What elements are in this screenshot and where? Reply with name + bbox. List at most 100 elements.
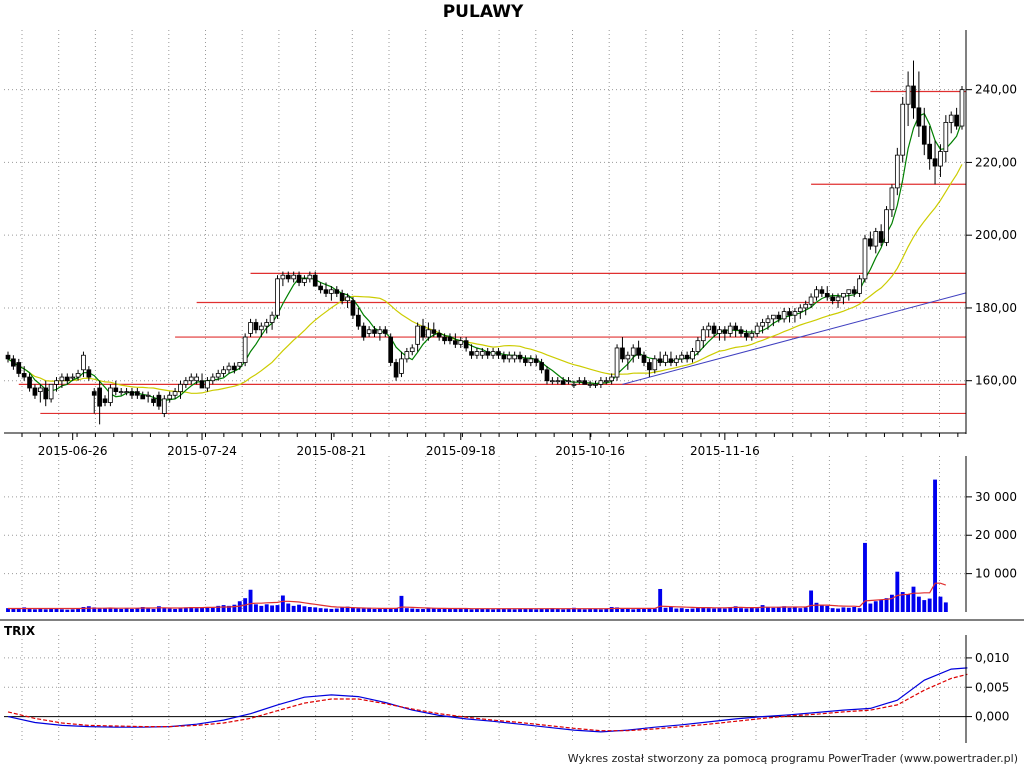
candle-body <box>603 380 609 383</box>
trix-signal-line <box>7 673 968 732</box>
candle-body <box>156 394 162 407</box>
candle-body <box>118 391 124 394</box>
candle-body <box>824 292 830 298</box>
volume-bar <box>701 607 706 612</box>
candle-body <box>501 354 507 360</box>
candle-body <box>302 278 307 283</box>
candle-body <box>765 318 771 323</box>
candle-body <box>587 383 593 386</box>
price-y-tick-label: 240,00 <box>975 83 1017 97</box>
volume-bar <box>582 609 587 612</box>
volume-bar <box>588 608 593 612</box>
candle-body <box>873 231 879 247</box>
candle-body <box>86 369 92 378</box>
volume-bar <box>631 609 636 612</box>
candle-body <box>388 336 394 363</box>
volume-bar <box>884 598 889 612</box>
candle-body <box>431 329 437 334</box>
candle-body <box>684 354 690 360</box>
candle-body <box>269 314 275 323</box>
volume-bar <box>372 608 377 612</box>
volume-bar <box>324 608 328 612</box>
volume-bar <box>313 607 318 612</box>
volume-bar <box>275 605 280 612</box>
candle-body <box>242 336 248 363</box>
candle-body <box>205 380 210 389</box>
candle-body <box>814 289 819 298</box>
volume-bar <box>690 608 695 612</box>
volume-bar <box>264 604 269 612</box>
price-y-tick-label: 160,00 <box>975 374 1017 388</box>
volume-bar <box>771 607 776 612</box>
volume-bar <box>717 607 722 612</box>
candle-body <box>733 325 738 331</box>
volume-bar <box>555 608 560 612</box>
candle-body <box>943 122 949 152</box>
chart-title: PULAWY <box>442 2 524 22</box>
volume-bar <box>280 595 285 612</box>
candle-body <box>64 376 70 382</box>
volume-bar <box>178 607 183 612</box>
trix-line <box>7 667 968 733</box>
volume-bar <box>16 608 21 612</box>
volume-bar <box>156 606 161 612</box>
candle-body <box>550 380 555 383</box>
candle-body <box>350 300 356 316</box>
volume-bar <box>642 608 646 612</box>
volume-bar <box>227 605 231 612</box>
candle-body <box>248 322 253 334</box>
volume-bar <box>200 607 204 612</box>
candle-body <box>415 325 420 345</box>
candle-body <box>237 362 243 367</box>
volume-bar <box>625 608 630 612</box>
volume-bar <box>27 608 32 612</box>
candle-body <box>921 125 927 145</box>
volume-bar <box>836 608 840 612</box>
candle-body <box>695 340 701 352</box>
candle-body <box>582 380 588 385</box>
volume-bar <box>685 608 690 612</box>
candle-body <box>194 376 199 382</box>
candle-body <box>258 325 264 331</box>
candle-body <box>533 358 539 363</box>
candle-body <box>113 387 119 393</box>
candle-body <box>178 383 183 393</box>
candle-body <box>781 311 787 320</box>
volume-bar <box>507 608 512 612</box>
volume-bar <box>367 607 372 612</box>
candle-body <box>361 325 367 338</box>
candle-body <box>792 311 798 316</box>
volume-bar <box>739 608 743 612</box>
volume-bar <box>803 607 808 612</box>
volume-bar <box>351 607 355 612</box>
volume-average-line <box>8 582 946 610</box>
candle-body <box>620 347 625 360</box>
candle-body <box>420 325 426 338</box>
x-tick-label: 2015-06-26 <box>38 444 108 458</box>
volume-bar <box>782 606 787 612</box>
volume-bar <box>545 608 549 612</box>
volume-bar <box>825 605 830 612</box>
trix-panel <box>7 667 968 733</box>
volume-bar <box>938 596 943 612</box>
volume-bar <box>334 608 339 612</box>
candle-body <box>329 289 334 294</box>
volume-bar <box>151 608 156 612</box>
candle-body <box>188 376 194 382</box>
volume-bar <box>523 608 528 612</box>
candle-body <box>673 358 679 363</box>
volume-bar <box>448 608 452 612</box>
volume-bar <box>253 604 258 612</box>
candle-body <box>894 154 900 189</box>
volume-bar <box>464 608 469 612</box>
volume-bar <box>318 608 323 612</box>
candle-body <box>54 380 59 385</box>
candle-body <box>490 351 496 356</box>
candle-body <box>210 376 216 382</box>
candle-body <box>382 329 388 334</box>
volume-bar <box>528 608 533 612</box>
candle-body <box>221 369 226 374</box>
candle-body <box>749 333 755 338</box>
volume-bar <box>146 608 151 612</box>
volume-bar <box>431 608 436 612</box>
